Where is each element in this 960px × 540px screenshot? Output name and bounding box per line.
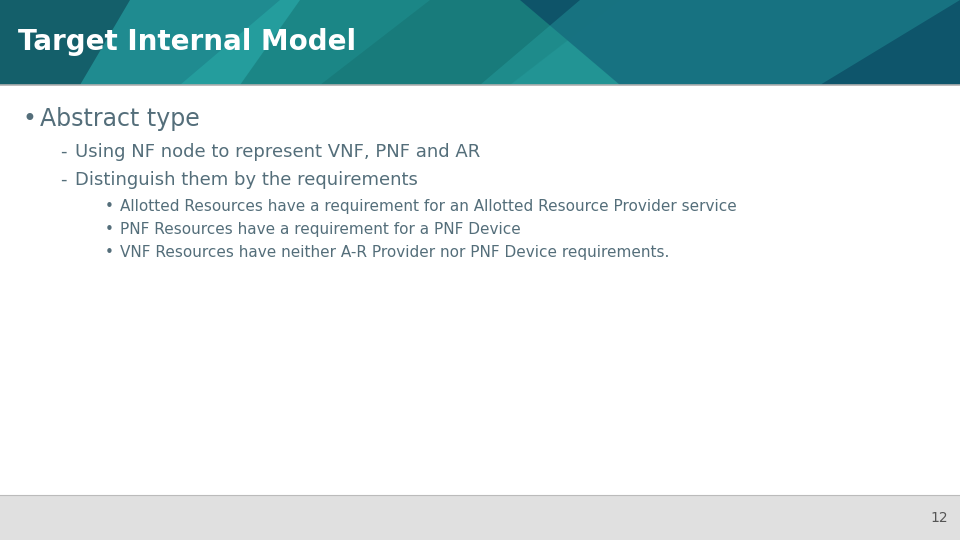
Text: •: • [105,199,114,214]
Polygon shape [0,495,960,540]
Polygon shape [0,0,960,85]
Text: •: • [105,245,114,260]
Polygon shape [0,0,280,85]
Polygon shape [80,0,430,85]
Polygon shape [520,0,960,85]
Text: Target Internal Model: Target Internal Model [18,29,356,57]
Text: Using NF node to represent VNF, PNF and AR: Using NF node to represent VNF, PNF and … [75,143,480,161]
Polygon shape [240,0,620,85]
Text: •: • [22,107,36,131]
Text: PNF Resources have a requirement for a PNF Device: PNF Resources have a requirement for a P… [120,222,520,237]
Text: -: - [60,171,66,189]
Text: Distinguish them by the requirements: Distinguish them by the requirements [75,171,418,189]
Text: VNF Resources have neither A-R Provider nor PNF Device requirements.: VNF Resources have neither A-R Provider … [120,245,669,260]
Text: •: • [105,222,114,237]
Text: 12: 12 [930,510,948,524]
Text: -: - [60,143,66,161]
Text: Abstract type: Abstract type [40,107,200,131]
Text: Allotted Resources have a requirement for an Allotted Resource Provider service: Allotted Resources have a requirement fo… [120,199,736,214]
Polygon shape [480,0,960,85]
